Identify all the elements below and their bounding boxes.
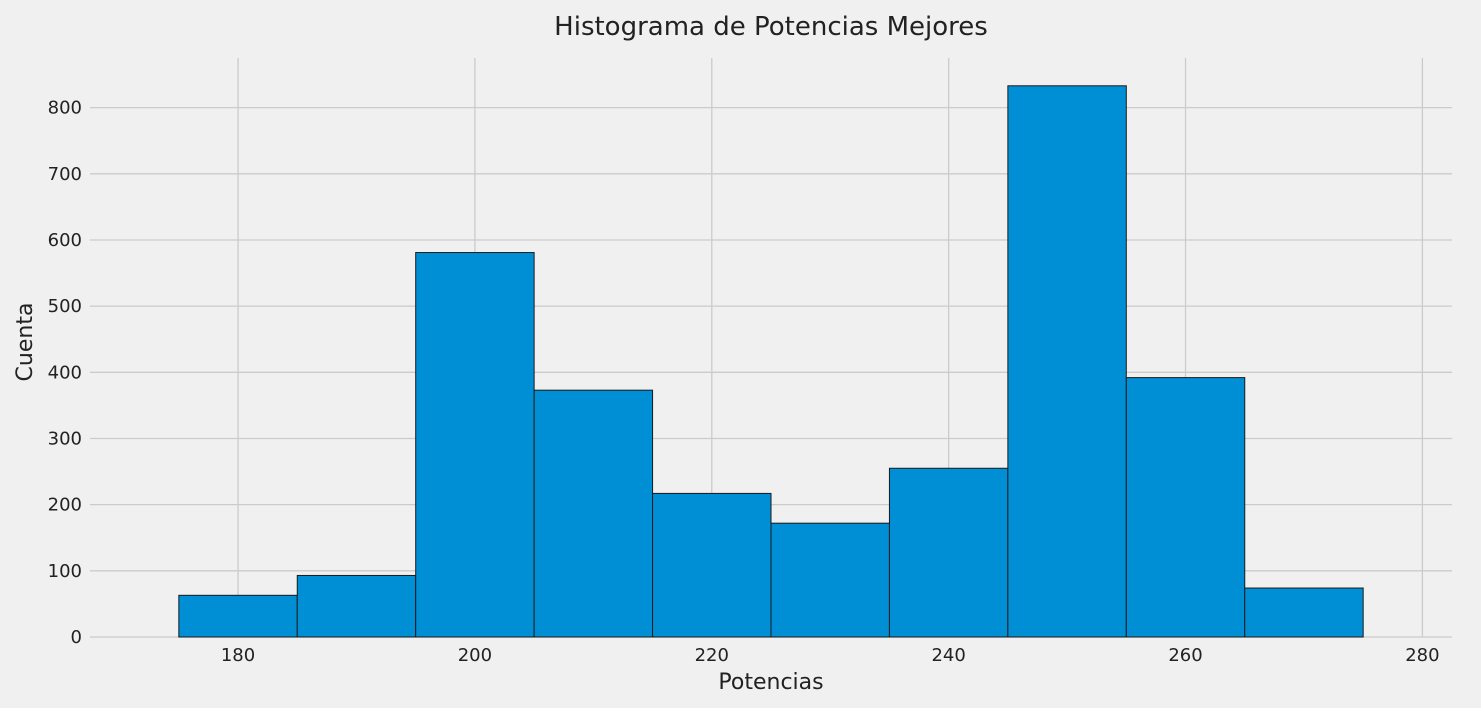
histogram-bar bbox=[652, 492, 772, 638]
histogram-bar bbox=[178, 594, 298, 638]
y-tick-label: 700 bbox=[48, 164, 82, 185]
x-axis-label: Potencias bbox=[718, 670, 823, 695]
y-tick-label: 200 bbox=[48, 495, 82, 516]
y-axis-label: Cuenta bbox=[13, 303, 38, 382]
x-tick-labels: 180 200 220 240 260 280 bbox=[221, 645, 1440, 666]
x-tick-label: 180 bbox=[221, 645, 255, 666]
x-tick-label: 240 bbox=[931, 645, 965, 666]
histogram-bar bbox=[1244, 587, 1364, 638]
y-tick-label: 0 bbox=[71, 627, 82, 648]
y-tick-label: 300 bbox=[48, 428, 82, 449]
x-tick-label: 220 bbox=[695, 645, 729, 666]
histogram-bar bbox=[1007, 85, 1127, 638]
y-tick-label: 100 bbox=[48, 561, 82, 582]
histogram-bar bbox=[415, 252, 535, 638]
histogram-bar bbox=[533, 389, 654, 638]
y-tick-label: 800 bbox=[48, 98, 82, 119]
chart-title: Histograma de Potencias Mejores bbox=[554, 12, 988, 42]
histogram-bar bbox=[770, 522, 890, 638]
y-tick-label: 600 bbox=[48, 230, 82, 251]
histogram-bar bbox=[1125, 377, 1246, 638]
y-tick-label: 400 bbox=[48, 362, 82, 383]
y-tick-labels: 0 100 200 300 400 500 600 700 800 bbox=[48, 98, 82, 648]
x-tick-label: 280 bbox=[1405, 645, 1439, 666]
histogram-bars bbox=[178, 85, 1364, 638]
y-tick-label: 500 bbox=[48, 296, 82, 317]
x-tick-label: 260 bbox=[1168, 645, 1202, 666]
x-tick-label: 200 bbox=[458, 645, 492, 666]
histogram-bar bbox=[296, 574, 417, 638]
histogram-bar bbox=[888, 467, 1009, 638]
